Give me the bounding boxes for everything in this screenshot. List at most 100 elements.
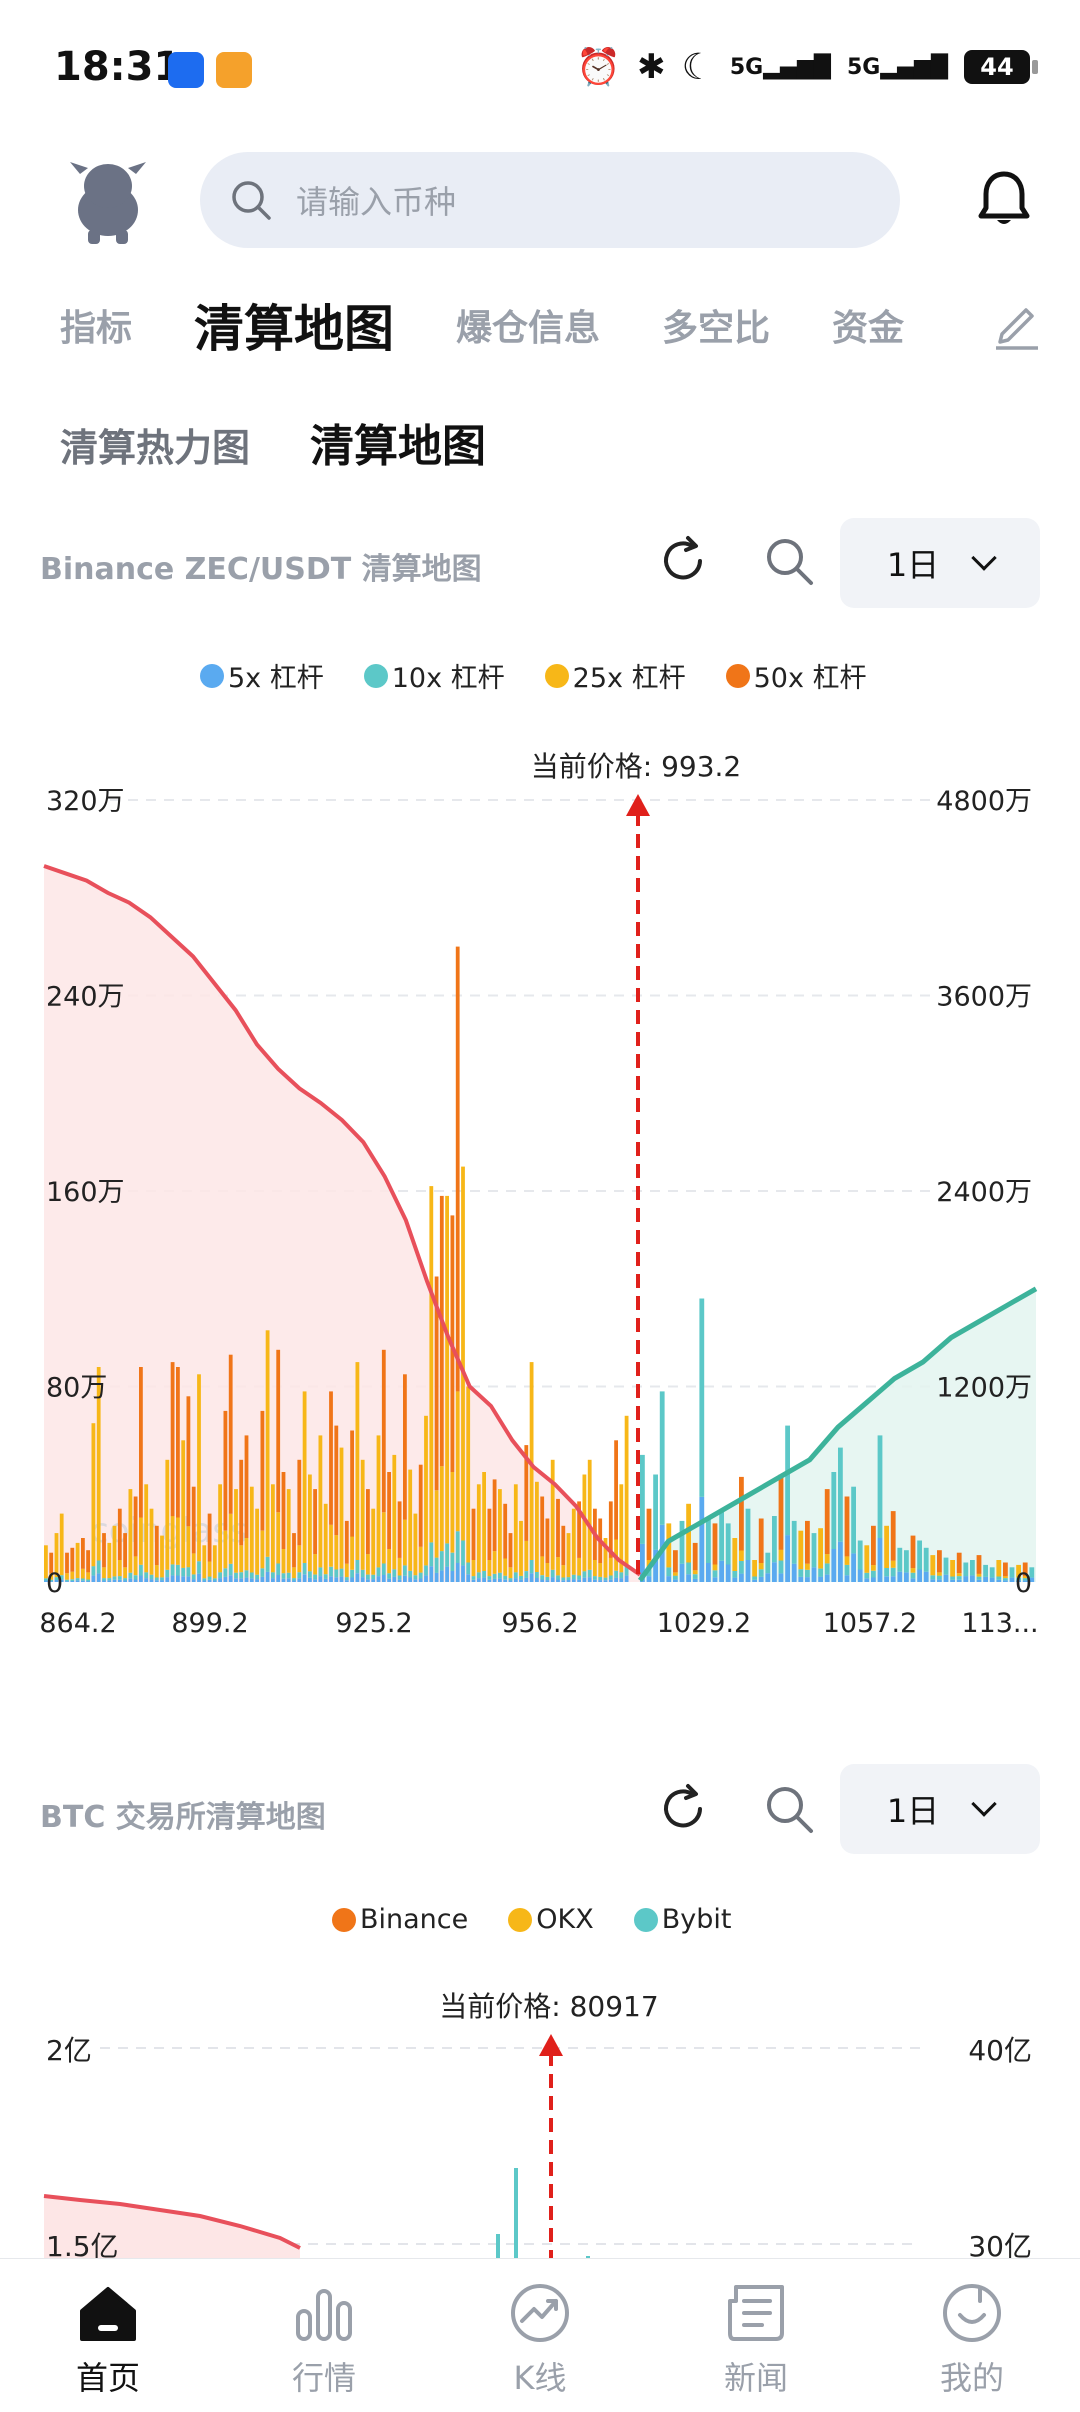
chart-bar: [455, 946, 460, 1392]
y-right-tick: 30亿: [968, 2230, 1032, 2263]
chart-bar: [49, 1581, 54, 1582]
chart-bar: [297, 1578, 302, 1582]
period-value: 1日: [886, 1792, 940, 1830]
short-cumulative-area: [44, 2196, 300, 2270]
chart-bar: [910, 1572, 916, 1579]
chart-bar: [260, 1530, 265, 1569]
x-tick: 1029.2: [657, 1608, 751, 1639]
chart-bar: [884, 1525, 889, 1568]
nav-kline[interactable]: K线: [432, 2259, 648, 2412]
subtab-liquidation-map[interactable]: 清算地图: [310, 421, 487, 472]
tab-indicators[interactable]: 指标: [60, 308, 133, 349]
chart-bar: [996, 1579, 1002, 1582]
chart-bar: [844, 1496, 850, 1557]
search-icon[interactable]: [762, 534, 816, 588]
chart-bar: [712, 1577, 718, 1582]
chart-bar: [381, 1349, 386, 1513]
chart-bar: [334, 1535, 339, 1570]
y-right-tick: 4800万: [936, 786, 1032, 817]
chart-bar: [831, 1549, 837, 1582]
nav-profile[interactable]: 我的: [864, 2259, 1080, 2412]
legend-dot: [633, 1907, 658, 1932]
chart-bar: [112, 1525, 117, 1577]
period-select[interactable]: 1日: [840, 1764, 1040, 1854]
tab-liquidation-info[interactable]: 爆仓信息: [456, 308, 601, 349]
legend-item[interactable]: Bybit: [633, 1904, 731, 1935]
chart-bar: [160, 1535, 164, 1578]
chart-bar: [884, 1567, 889, 1577]
chart-bar: [587, 1577, 592, 1582]
chart-bar: [371, 1574, 376, 1580]
chart-bar: [371, 1579, 376, 1582]
nav-news[interactable]: 新闻: [648, 2259, 864, 2412]
battery-icon: 44: [964, 50, 1038, 84]
period-select[interactable]: 1日: [840, 518, 1040, 608]
chart-bar: [403, 1565, 407, 1576]
search-icon[interactable]: [762, 1782, 816, 1836]
chart-bar: [798, 1576, 804, 1582]
chart-bar: [191, 1553, 196, 1575]
chart-bar: [598, 1580, 603, 1582]
chart-bar: [805, 1520, 810, 1564]
chart-bar: [339, 1447, 344, 1569]
subtab-heatmap[interactable]: 清算热力图: [60, 426, 251, 470]
chart-bar: [857, 1569, 863, 1582]
legend-item[interactable]: Binance: [332, 1904, 468, 1935]
chart-bar: [144, 1572, 149, 1579]
tab-funding[interactable]: 资金: [832, 308, 905, 349]
chart-bar: [223, 1576, 228, 1582]
chart-bar: [904, 1572, 909, 1582]
legend-item[interactable]: 10x 杠杆: [363, 656, 505, 695]
chart-bar: [218, 1484, 222, 1573]
chart-bar: [970, 1575, 975, 1582]
y-left-tick: 1.5亿: [46, 2230, 119, 2263]
home-icon: [80, 2287, 136, 2341]
edit-icon[interactable]: [994, 300, 1040, 350]
chart-bar: [970, 1560, 975, 1576]
chart-bar: [545, 1580, 550, 1582]
search-input[interactable]: 请输入币种: [200, 152, 900, 248]
chart-bar: [1016, 1580, 1021, 1582]
refresh-icon[interactable]: [656, 534, 710, 588]
chart-bar: [482, 1571, 486, 1578]
chart-bar: [392, 1576, 397, 1582]
chart-bar: [1003, 1580, 1008, 1582]
y-left-tick: 80万: [46, 1373, 107, 1404]
chart-bar: [540, 1575, 545, 1580]
avatar[interactable]: [66, 154, 150, 244]
dnd-moon-icon: ☾: [681, 46, 714, 88]
tab-long-short-ratio[interactable]: 多空比: [662, 308, 771, 349]
legend-item[interactable]: OKX: [508, 1904, 594, 1935]
chart-bar: [239, 1545, 244, 1573]
chart-bar: [160, 1580, 164, 1582]
chart-bar: [371, 1508, 376, 1575]
chart-bar: [186, 1576, 191, 1582]
bell-icon[interactable]: [978, 170, 1030, 230]
chart-bar: [191, 1574, 196, 1580]
chart-bar: [176, 1564, 180, 1576]
chart-bar: [798, 1569, 804, 1577]
chart-bar: [566, 1577, 571, 1580]
chart-bar: [719, 1560, 724, 1582]
chart-bar: [413, 1513, 418, 1576]
legend-item[interactable]: 50x 杠杆: [725, 656, 867, 695]
chart-bar: [1029, 1567, 1035, 1578]
refresh-icon[interactable]: [656, 1782, 710, 1836]
chart-bar: [503, 1503, 508, 1559]
chart-bar: [376, 1435, 381, 1568]
tab-liquidation-map[interactable]: 清算地图: [194, 300, 395, 358]
chart-bar: [207, 1576, 212, 1580]
chart-bar: [890, 1567, 896, 1577]
chart-bar: [366, 1554, 370, 1575]
chart-bar: [350, 1577, 354, 1582]
chart-bar: [1003, 1578, 1008, 1581]
legend-item[interactable]: 25x 杠杆: [544, 656, 686, 695]
nav-home[interactable]: 首页: [0, 2259, 216, 2412]
legend-item[interactable]: 5x 杠杆: [200, 656, 324, 695]
chart-bar: [923, 1547, 929, 1572]
chart-bar: [123, 1533, 127, 1568]
chart-bar: [75, 1578, 80, 1581]
chart-bar: [513, 1484, 518, 1573]
nav-market[interactable]: 行情: [216, 2259, 432, 2412]
chart-bar: [413, 1575, 418, 1580]
